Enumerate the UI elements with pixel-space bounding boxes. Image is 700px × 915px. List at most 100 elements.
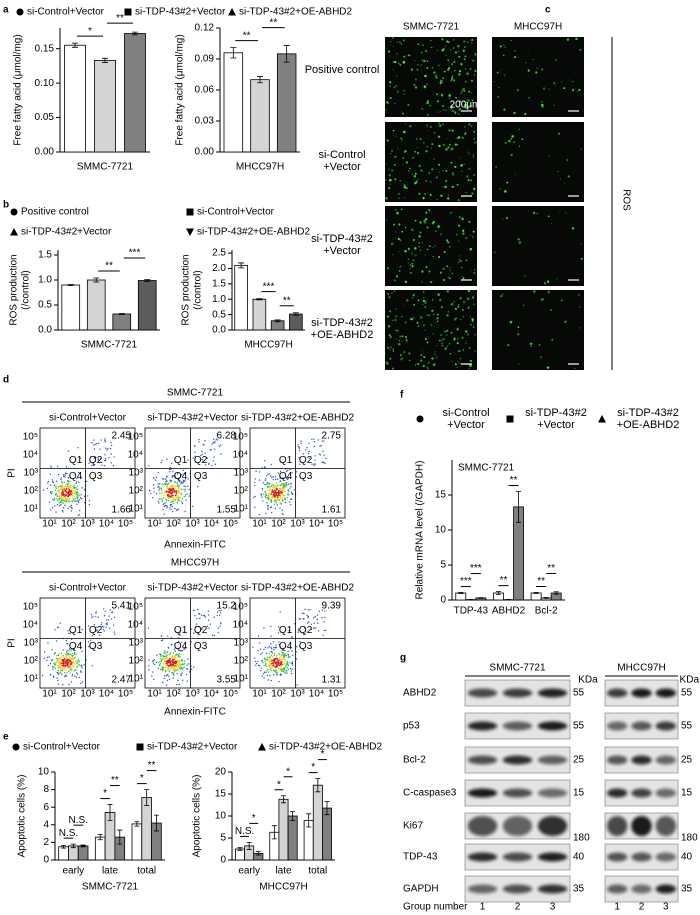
event-dot (220, 612, 221, 613)
event-dot (267, 487, 268, 488)
fluorescence-dot (406, 161, 408, 163)
fluorescence-dot (408, 54, 410, 56)
fluorescence-dot (471, 92, 472, 93)
event-dot (283, 669, 284, 670)
fluorescence-dot (419, 231, 421, 233)
event-dot (67, 493, 68, 494)
fluorescence-dot (390, 153, 391, 154)
event-dot (78, 658, 79, 659)
fluorescence-dot (450, 162, 452, 164)
y-tick-label: 10 (215, 811, 227, 822)
axis-tick-label: 10² (129, 656, 144, 667)
fluorescence-dot (470, 180, 472, 182)
axis-tick-label: 10³ (24, 638, 39, 649)
fluorescence-dot (424, 222, 426, 224)
fluorescence-dot (426, 146, 428, 148)
event-dot (64, 474, 65, 475)
event-dot (282, 488, 283, 489)
fluorescence-dot (393, 350, 394, 351)
legend-marker (187, 209, 194, 216)
fluorescence-dot (396, 275, 398, 277)
fluorescence-dot (424, 85, 426, 87)
event-dot (172, 655, 173, 656)
event-dot (76, 489, 77, 490)
blot-band (538, 816, 567, 836)
event-dot (319, 611, 320, 612)
event-dot (81, 667, 82, 668)
axis-tick-label: 10⁴ (233, 620, 248, 631)
fluorescence-dot (541, 101, 543, 103)
fluorescence-dot (422, 304, 423, 305)
fluorescence-dot (506, 182, 508, 184)
event-dot (185, 499, 186, 500)
fluorescence-dot (536, 213, 538, 215)
fluorescence-dot (428, 362, 430, 364)
event-dot (177, 485, 178, 486)
legend-label: si-Control +Vector (426, 407, 506, 431)
bar (62, 285, 80, 330)
event-dot (260, 654, 261, 655)
fluorescence-dot (473, 304, 475, 306)
legend-label: si-TDP-43#2 +OE-ABHD2 (608, 407, 688, 431)
event-dot (280, 668, 281, 669)
event-dot (62, 663, 63, 664)
blot-band (631, 689, 651, 698)
event-dot (267, 509, 268, 510)
event-dot (170, 509, 171, 510)
fluorescence-dot (560, 178, 561, 179)
fluorescence-dot (432, 247, 433, 248)
y-tick-label: 20 (215, 767, 227, 778)
event-dot (75, 660, 76, 661)
fluorescence-dot (441, 345, 443, 347)
marker-label: 35 (681, 884, 693, 895)
fluorescence-dot (437, 225, 440, 228)
event-dot (270, 664, 271, 665)
fluorescence-dot (388, 187, 390, 189)
event-dot (165, 667, 166, 668)
event-dot (165, 671, 166, 672)
event-dot (267, 675, 268, 676)
event-dot (187, 658, 188, 659)
event-dot (284, 656, 285, 657)
quadrant-label: Q1 (279, 455, 293, 466)
y-axis-label: Apoptotic cells (%) (192, 775, 203, 858)
event-dot (155, 479, 156, 480)
event-dot (271, 660, 272, 661)
event-dot (169, 491, 170, 492)
event-dot (70, 493, 71, 494)
event-dot (161, 669, 162, 670)
fluorescence-dot (537, 68, 538, 69)
event-dot (286, 482, 287, 483)
event-dot (67, 650, 68, 651)
event-dot (64, 672, 65, 673)
fluorescence-dot (448, 94, 450, 96)
event-dot (64, 497, 65, 498)
fluorescence-dot (402, 341, 403, 342)
fluorescence-dot (407, 104, 409, 106)
y-tick-label: 15 (435, 490, 447, 501)
event-dot (263, 649, 264, 650)
quadrant-label: Q2 (299, 625, 313, 636)
event-dot (290, 668, 291, 669)
event-dot (272, 666, 273, 667)
event-dot (173, 501, 174, 502)
event-dot (318, 630, 319, 631)
fluorescence-dot (430, 324, 431, 325)
fluorescence-dot (399, 340, 400, 341)
event-dot (54, 664, 55, 665)
blot-band (538, 722, 567, 731)
event-dot (55, 511, 56, 512)
blot-band (607, 689, 627, 698)
event-dot (71, 655, 72, 656)
fluorescence-dot (500, 70, 501, 71)
fluorescence-dot (454, 319, 456, 321)
event-dot (158, 483, 159, 484)
event-dot (266, 495, 267, 496)
fluorescence-dot (446, 334, 448, 336)
event-dot (55, 486, 56, 487)
event-dot (265, 513, 266, 514)
event-dot (50, 474, 51, 475)
event-dot (176, 684, 177, 685)
fluorescence-dot (580, 244, 581, 245)
